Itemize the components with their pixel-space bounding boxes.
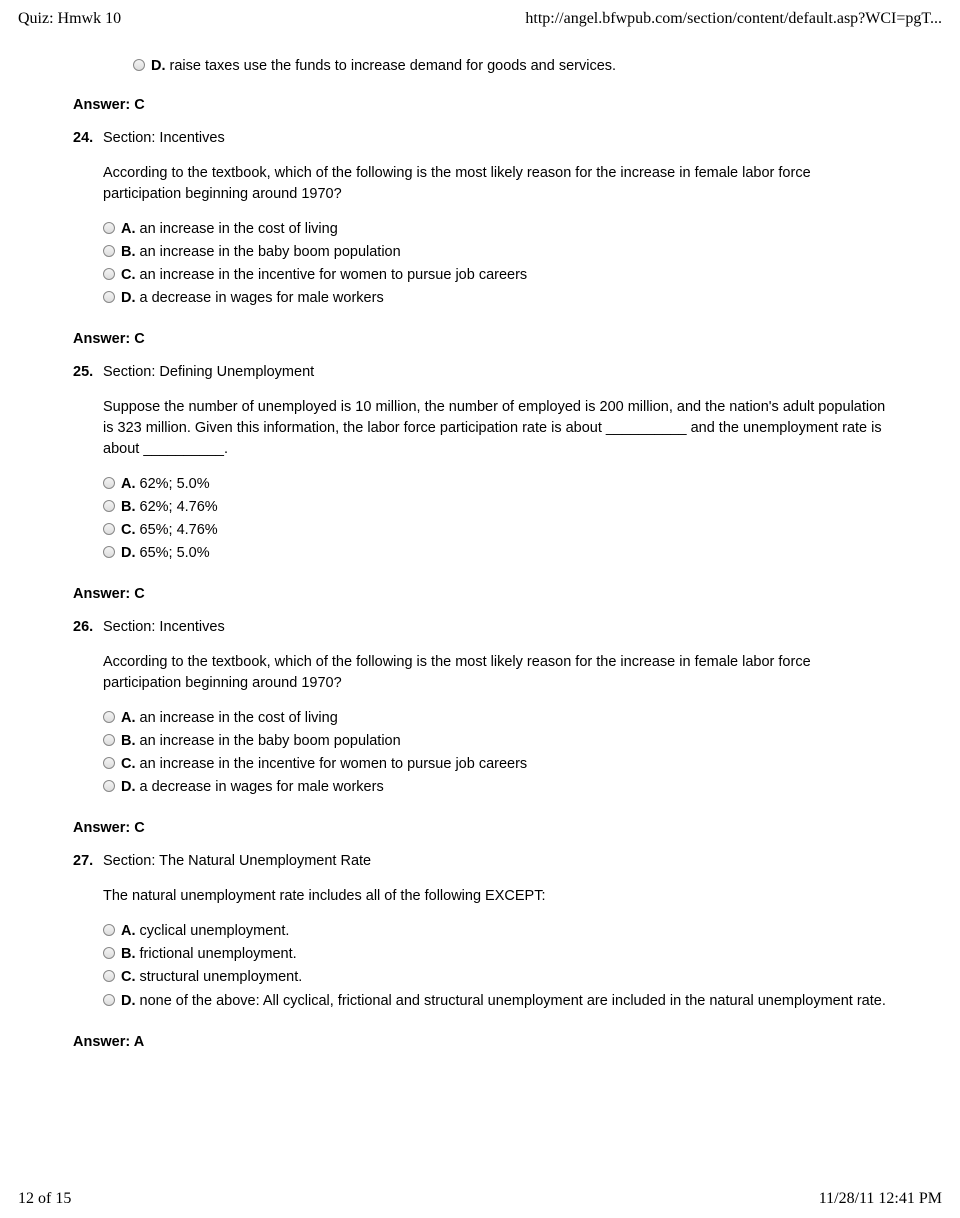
question-26: 26. Section: Incentives According to the… <box>73 617 887 800</box>
answer-line: Answer: C <box>73 818 887 839</box>
option-text: frictional unemployment. <box>140 944 888 965</box>
radio-icon[interactable] <box>103 500 115 512</box>
option-text: an increase in the incentive for women t… <box>140 265 888 286</box>
option-letter: D. <box>121 288 136 309</box>
question-section: Section: The Natural Unemployment Rate <box>103 851 887 872</box>
header-right: http://angel.bfwpub.com/section/content/… <box>525 10 942 28</box>
radio-icon[interactable] <box>133 59 145 71</box>
question-25: 25. Section: Defining Unemployment Suppo… <box>73 362 887 566</box>
question-number: 26. <box>73 617 103 638</box>
option-text: raise taxes use the funds to increase de… <box>170 56 888 77</box>
option-text: structural unemployment. <box>140 967 888 988</box>
option-letter: D. <box>121 543 136 564</box>
option-row: D. none of the above: All cyclical, fric… <box>103 991 887 1012</box>
option-row: B. 62%; 4.76% <box>103 497 887 518</box>
radio-icon[interactable] <box>103 947 115 959</box>
option-letter: C. <box>121 520 136 541</box>
question-prompt: Suppose the number of unemployed is 10 m… <box>103 397 887 460</box>
option-row: B. an increase in the baby boom populati… <box>103 242 887 263</box>
option-row: D. raise taxes use the funds to increase… <box>133 56 887 77</box>
radio-icon[interactable] <box>103 734 115 746</box>
answer-line: Answer: C <box>73 329 887 350</box>
radio-icon[interactable] <box>103 477 115 489</box>
radio-icon[interactable] <box>103 523 115 535</box>
option-row: C. 65%; 4.76% <box>103 520 887 541</box>
option-letter: A. <box>121 708 136 729</box>
option-row: D. 65%; 5.0% <box>103 543 887 564</box>
radio-icon[interactable] <box>103 711 115 723</box>
option-text: an increase in the baby boom population <box>140 731 888 752</box>
question-number: 27. <box>73 851 103 872</box>
option-row: B. frictional unemployment. <box>103 944 887 965</box>
option-letter: C. <box>121 967 136 988</box>
question-27: 27. Section: The Natural Unemployment Ra… <box>73 851 887 1013</box>
option-letter: A. <box>121 921 136 942</box>
option-text: an increase in the baby boom population <box>140 242 888 263</box>
radio-icon[interactable] <box>103 970 115 982</box>
question-24: 24. Section: Incentives According to the… <box>73 128 887 311</box>
question-section: Section: Defining Unemployment <box>103 362 887 383</box>
option-row: D. a decrease in wages for male workers <box>103 288 887 309</box>
option-text: cyclical unemployment. <box>140 921 888 942</box>
radio-icon[interactable] <box>103 291 115 303</box>
answer-line: Answer: A <box>73 1032 887 1053</box>
page-footer: 12 of 15 11/28/11 12:41 PM <box>18 1190 942 1208</box>
option-letter: C. <box>121 265 136 286</box>
option-letter: B. <box>121 731 136 752</box>
option-row: A. an increase in the cost of living <box>103 219 887 240</box>
option-text: an increase in the cost of living <box>140 708 888 729</box>
answer-line: Answer: C <box>73 584 887 605</box>
option-text: 65%; 5.0% <box>140 543 888 564</box>
option-row: A. an increase in the cost of living <box>103 708 887 729</box>
question-section: Section: Incentives <box>103 128 887 149</box>
radio-icon[interactable] <box>103 268 115 280</box>
option-letter: D. <box>121 777 136 798</box>
answer-line: Answer: C <box>73 95 887 116</box>
radio-icon[interactable] <box>103 780 115 792</box>
option-letter: C. <box>121 754 136 775</box>
option-letter: D. <box>151 56 166 77</box>
option-row: D. a decrease in wages for male workers <box>103 777 887 798</box>
question-prompt: According to the textbook, which of the … <box>103 652 887 694</box>
radio-icon[interactable] <box>103 245 115 257</box>
option-row: A. cyclical unemployment. <box>103 921 887 942</box>
footer-right: 11/28/11 12:41 PM <box>819 1190 942 1208</box>
option-row: C. structural unemployment. <box>103 967 887 988</box>
option-row: B. an increase in the baby boom populati… <box>103 731 887 752</box>
option-letter: B. <box>121 497 136 518</box>
content-area: D. raise taxes use the funds to increase… <box>18 56 942 1053</box>
page-header: Quiz: Hmwk 10 http://angel.bfwpub.com/se… <box>18 10 942 28</box>
radio-icon[interactable] <box>103 924 115 936</box>
option-letter: B. <box>121 242 136 263</box>
option-letter: A. <box>121 219 136 240</box>
radio-icon[interactable] <box>103 546 115 558</box>
question-prompt: According to the textbook, which of the … <box>103 163 887 205</box>
question-section: Section: Incentives <box>103 617 887 638</box>
option-text: 65%; 4.76% <box>140 520 888 541</box>
radio-icon[interactable] <box>103 994 115 1006</box>
option-text: a decrease in wages for male workers <box>140 288 888 309</box>
question-number: 25. <box>73 362 103 383</box>
option-letter: D. <box>121 991 136 1012</box>
option-letter: B. <box>121 944 136 965</box>
option-text: an increase in the incentive for women t… <box>140 754 888 775</box>
option-text: 62%; 5.0% <box>140 474 888 495</box>
question-prompt: The natural unemployment rate includes a… <box>103 886 887 907</box>
radio-icon[interactable] <box>103 757 115 769</box>
option-row: C. an increase in the incentive for wome… <box>103 265 887 286</box>
question-number: 24. <box>73 128 103 149</box>
header-left: Quiz: Hmwk 10 <box>18 10 121 28</box>
option-text: 62%; 4.76% <box>140 497 888 518</box>
radio-icon[interactable] <box>103 222 115 234</box>
footer-left: 12 of 15 <box>18 1190 71 1208</box>
option-text: none of the above: All cyclical, frictio… <box>140 991 888 1012</box>
option-row: C. an increase in the incentive for wome… <box>103 754 887 775</box>
option-row: A. 62%; 5.0% <box>103 474 887 495</box>
option-text: an increase in the cost of living <box>140 219 888 240</box>
option-letter: A. <box>121 474 136 495</box>
option-text: a decrease in wages for male workers <box>140 777 888 798</box>
